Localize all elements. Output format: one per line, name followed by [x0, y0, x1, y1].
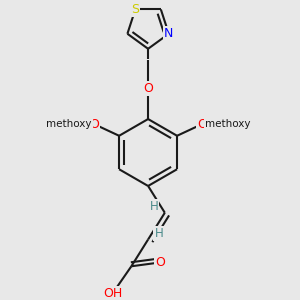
Text: H: H [154, 227, 163, 240]
Text: N: N [164, 27, 173, 40]
Text: O: O [89, 118, 99, 130]
Text: OH: OH [103, 286, 123, 299]
Text: methoxy_L: methoxy_L [65, 123, 73, 125]
Text: methoxy: methoxy [66, 123, 72, 125]
Text: O: O [143, 82, 153, 95]
Text: O: O [155, 256, 165, 269]
Text: H: H [150, 200, 158, 213]
Text: O: O [197, 118, 207, 130]
Text: S: S [131, 3, 139, 16]
Text: methoxy: methoxy [46, 119, 92, 129]
Text: methoxy: methoxy [205, 119, 250, 129]
